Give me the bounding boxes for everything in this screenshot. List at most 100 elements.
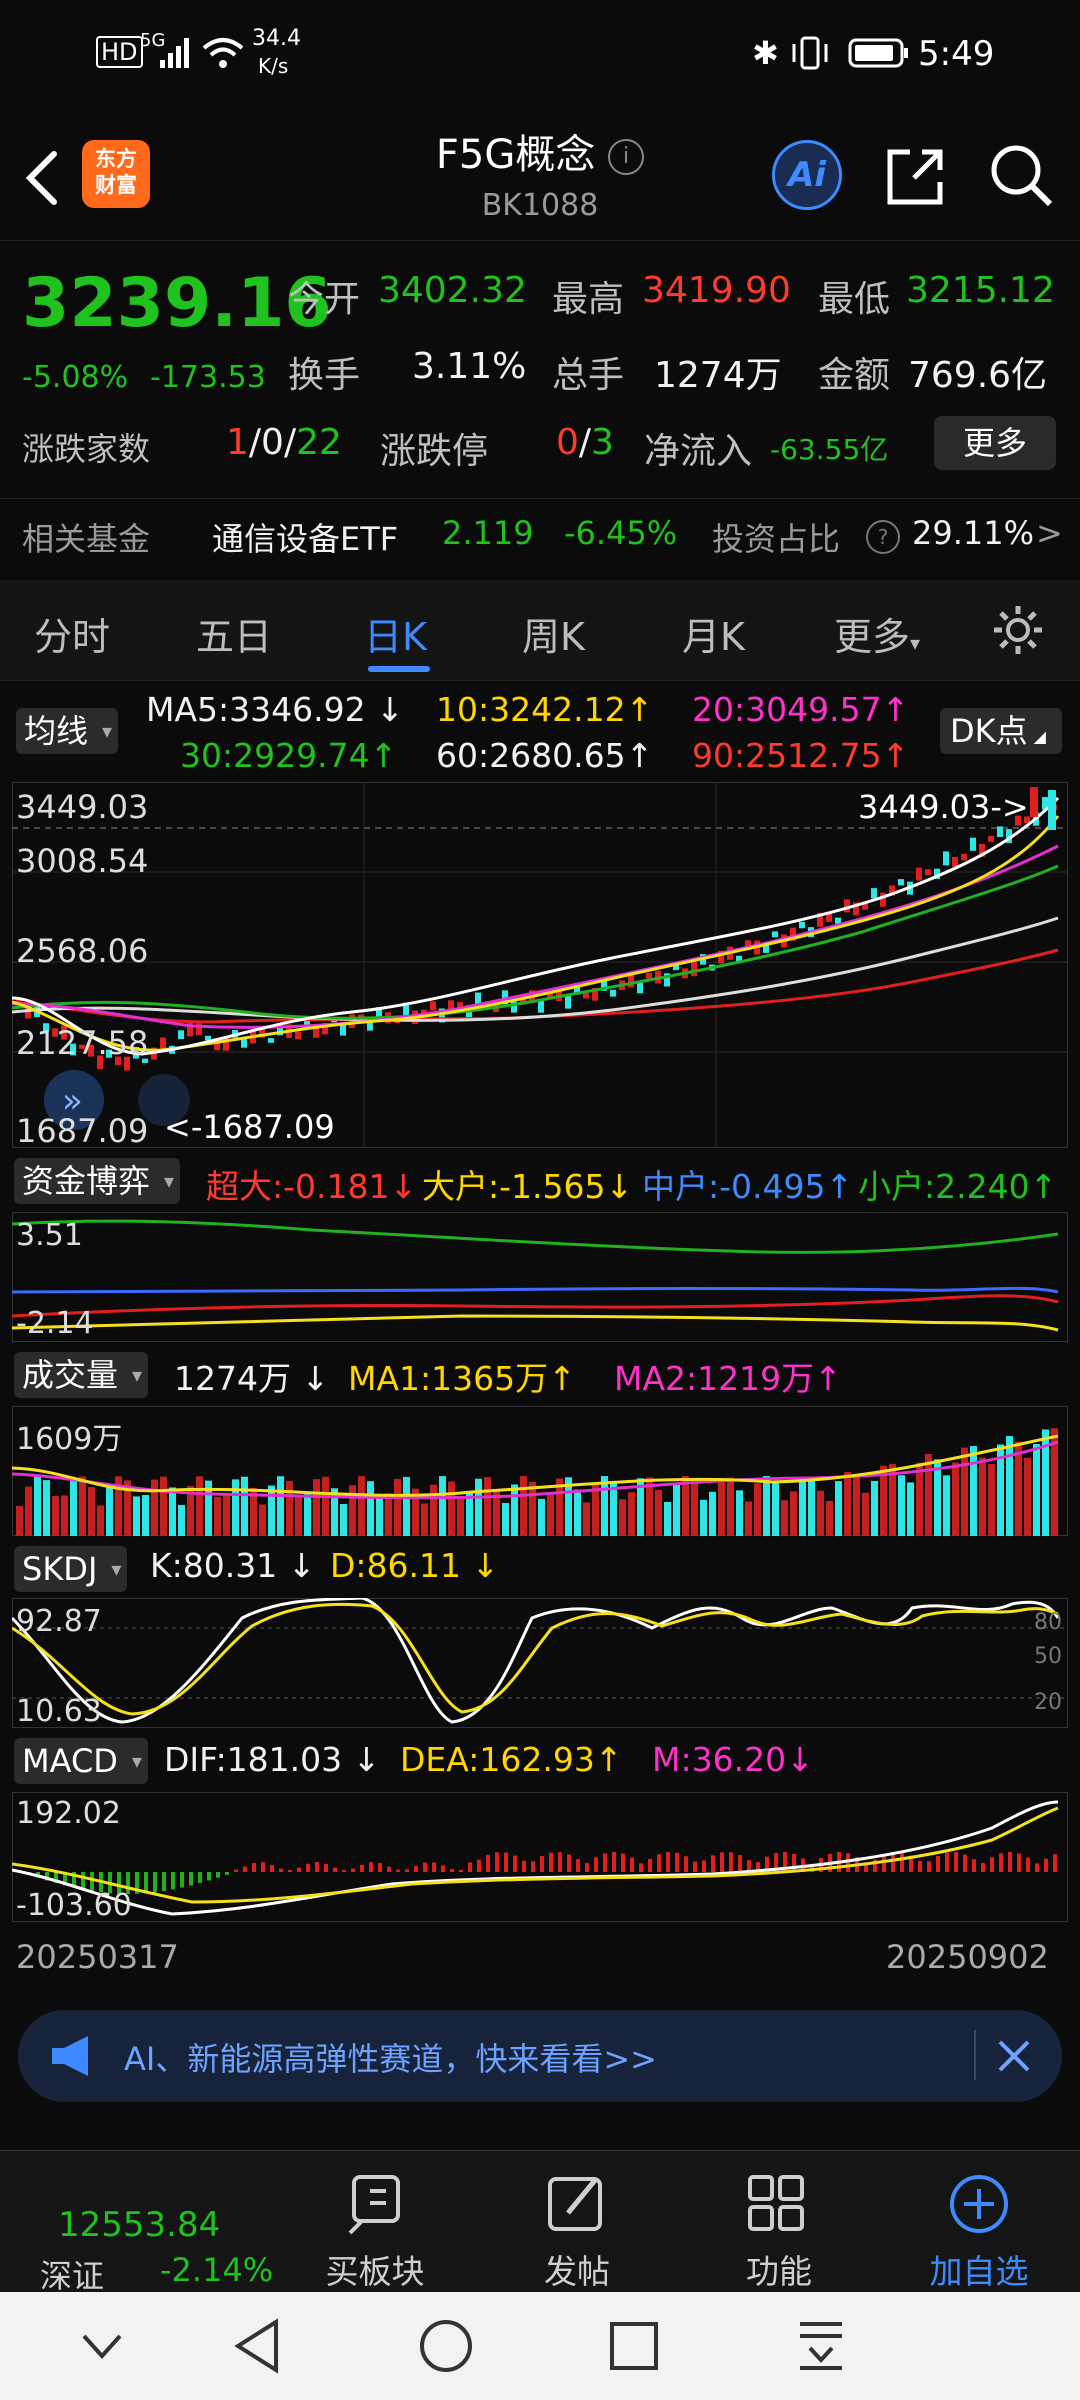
tab-weekly[interactable]: 周K — [522, 615, 585, 659]
macd-bar — [162, 1872, 166, 1892]
macd-bar — [468, 1862, 472, 1872]
fundflow-y-bottom: -2.14 — [16, 1306, 94, 1341]
nav-back-icon[interactable] — [232, 2316, 282, 2376]
open-value: 3402.32 — [378, 270, 527, 311]
volume-ma1-text: MA1:1365万 — [348, 1359, 549, 1398]
macd-bar — [1008, 1852, 1012, 1872]
post-icon[interactable] — [542, 2169, 612, 2239]
fundflow-y-top: 3.51 — [16, 1218, 83, 1253]
post-label[interactable]: 发帖 — [544, 2252, 610, 2291]
volume-bar — [187, 1485, 194, 1536]
volume-selector[interactable]: 成交量 — [14, 1352, 149, 1398]
volume-bar — [745, 1501, 752, 1536]
fundflow-selector[interactable]: 资金博弈 — [14, 1158, 181, 1204]
chevron-down-icon[interactable] — [80, 2326, 124, 2366]
app-logo[interactable]: 东方 财富 — [82, 140, 150, 208]
macd-bar — [144, 1872, 148, 1894]
macd-bar — [765, 1856, 769, 1872]
info-icon[interactable]: i — [608, 139, 645, 175]
tab-5day[interactable]: 五日 — [196, 615, 273, 659]
candle — [115, 1056, 121, 1066]
back-icon[interactable] — [22, 150, 62, 206]
trade-sector-label[interactable]: 买板块 — [325, 2252, 425, 2291]
candle — [889, 885, 895, 896]
volume-chart[interactable] — [12, 1406, 1068, 1536]
macd-bar — [72, 1872, 76, 1888]
volume-bar — [1033, 1444, 1040, 1536]
skdj-selector[interactable]: SKDJ — [14, 1546, 128, 1592]
more-button[interactable]: 更多 — [934, 416, 1056, 470]
macd-bar — [711, 1855, 715, 1872]
candle — [376, 1007, 382, 1022]
macd-bar — [270, 1864, 274, 1872]
macd-bar — [675, 1852, 679, 1872]
dk-button[interactable]: DK点 ◢ — [940, 708, 1062, 754]
tab-monthly[interactable]: 月K — [682, 615, 745, 659]
macd-chart[interactable] — [12, 1792, 1068, 1922]
candle — [79, 1044, 85, 1049]
macd-bar — [864, 1862, 868, 1872]
candle — [871, 888, 877, 899]
volume-bar — [718, 1478, 725, 1536]
index-value[interactable]: 12553.84 — [58, 2205, 221, 2245]
macd-bar — [1044, 1858, 1048, 1872]
macd-selector[interactable]: MACD — [14, 1738, 148, 1784]
tab-more[interactable]: 更多▾ — [834, 615, 921, 659]
nav-download-icon[interactable] — [796, 2318, 846, 2374]
volume-label: 成交量 — [22, 1356, 119, 1394]
fund-name[interactable]: 通信设备ETF — [212, 520, 399, 558]
candle — [592, 988, 598, 1001]
macd-bar — [225, 1872, 229, 1875]
macd-bar — [972, 1859, 976, 1872]
volume-bar — [367, 1481, 374, 1536]
macd-bar — [918, 1860, 922, 1872]
promo-banner[interactable]: AI、新能源高弹性赛道，快来看看>> — [18, 2010, 1062, 2102]
kline-chart[interactable]: » — [12, 782, 1068, 1148]
fund-price: 2.119 — [442, 514, 534, 552]
tab-intraday[interactable]: 分时 — [34, 615, 111, 659]
skdj-chart[interactable] — [12, 1598, 1068, 1728]
ai-assistant-icon[interactable]: Ai — [772, 140, 842, 210]
macd-bar — [135, 1872, 139, 1894]
fundflow-chart[interactable] — [12, 1212, 1068, 1342]
big-flow: 大户:-1.565↓ — [422, 1167, 634, 1206]
candle — [952, 856, 958, 868]
skdj-d-text: D:86.11 — [330, 1546, 462, 1585]
close-icon[interactable] — [994, 2036, 1034, 2076]
add-watchlist-label[interactable]: 加自选 — [929, 2252, 1029, 2291]
macd-bar — [666, 1852, 670, 1872]
system-nav-bar — [0, 2292, 1080, 2400]
macd-bar — [1053, 1854, 1057, 1872]
volume-bar — [916, 1462, 923, 1536]
macd-bar — [261, 1862, 265, 1872]
macd-bar — [216, 1872, 220, 1878]
macd-dif: DIF:181.03 ↓ — [164, 1740, 381, 1779]
volume-bar — [664, 1501, 671, 1536]
share-icon[interactable] — [884, 144, 948, 208]
volume-current: 1274万 ↓ — [174, 1359, 330, 1398]
macd-bar — [909, 1855, 913, 1872]
chevron-right-icon[interactable]: > — [1036, 514, 1063, 552]
help-icon[interactable]: ? — [866, 520, 900, 554]
macd-y-top: 192.02 — [16, 1796, 121, 1831]
volume-bar — [250, 1487, 257, 1536]
volume-bar — [637, 1478, 644, 1536]
trade-sector-icon[interactable] — [340, 2169, 410, 2239]
macd-bar — [756, 1862, 760, 1872]
functions-icon[interactable] — [742, 2169, 812, 2239]
limit-label: 涨跌停 — [380, 431, 489, 472]
functions-label[interactable]: 功能 — [746, 2252, 812, 2291]
y-axis-4: 2127.58 — [16, 1024, 149, 1062]
active-tab-indicator — [368, 666, 430, 672]
nav-home-icon[interactable] — [416, 2316, 476, 2376]
tab-daily[interactable]: 日K — [364, 615, 427, 659]
macd-bar — [441, 1865, 445, 1872]
ma-selector[interactable]: 均线 — [16, 708, 119, 754]
nav-recents-icon[interactable] — [608, 2320, 660, 2372]
expand-left-icon[interactable] — [44, 1070, 104, 1130]
add-watchlist-icon[interactable] — [944, 2169, 1014, 2239]
expand-right-icon[interactable] — [138, 1074, 190, 1126]
search-icon[interactable] — [988, 142, 1054, 208]
settings-gear-icon[interactable] — [990, 602, 1046, 658]
date-start: 20250317 — [16, 1938, 179, 1976]
